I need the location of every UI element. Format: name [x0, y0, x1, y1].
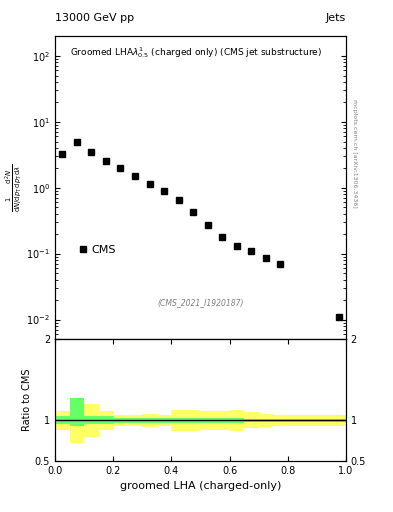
Bar — [230, 410, 244, 431]
Bar — [200, 418, 215, 423]
Bar — [302, 419, 317, 422]
Bar — [70, 398, 84, 443]
Bar — [84, 404, 99, 437]
Legend: CMS: CMS — [75, 241, 119, 258]
Y-axis label: Ratio to CMS: Ratio to CMS — [22, 369, 32, 431]
Text: Groomed LHA$\lambda^{1}_{0.5}$ (charged only) (CMS jet substructure): Groomed LHA$\lambda^{1}_{0.5}$ (charged … — [70, 45, 321, 60]
Bar — [171, 410, 186, 431]
Bar — [331, 415, 346, 426]
Bar — [215, 418, 230, 423]
Bar — [70, 398, 84, 426]
Bar — [157, 415, 171, 426]
Text: 13000 GeV pp: 13000 GeV pp — [55, 13, 134, 23]
Bar — [55, 411, 70, 430]
Bar — [113, 418, 128, 423]
Text: (CMS_2021_I1920187): (CMS_2021_I1920187) — [157, 298, 244, 308]
Bar — [99, 411, 113, 430]
Bar — [142, 414, 157, 427]
Bar — [171, 418, 186, 423]
X-axis label: groomed LHA (charged-only): groomed LHA (charged-only) — [120, 481, 281, 491]
Bar — [84, 416, 99, 423]
Bar — [288, 415, 302, 426]
Bar — [215, 411, 230, 430]
Bar — [302, 415, 317, 426]
Bar — [273, 419, 288, 422]
Bar — [142, 418, 157, 423]
Bar — [317, 415, 331, 426]
Bar — [230, 418, 244, 423]
Text: mcplots.cern.ch [arXiv:1306.3436]: mcplots.cern.ch [arXiv:1306.3436] — [352, 99, 357, 208]
Bar — [259, 414, 273, 427]
Bar — [244, 419, 259, 422]
Bar — [157, 418, 171, 423]
Text: Jets: Jets — [325, 13, 346, 23]
Bar — [200, 411, 215, 430]
Bar — [317, 419, 331, 422]
Bar — [55, 416, 70, 424]
Bar — [244, 412, 259, 429]
Bar — [186, 418, 200, 423]
Bar — [186, 410, 200, 431]
Bar — [99, 416, 113, 423]
Bar — [113, 415, 128, 426]
Bar — [128, 418, 142, 423]
Bar — [331, 419, 346, 422]
Bar — [259, 419, 273, 422]
Bar — [288, 419, 302, 422]
Bar — [128, 415, 142, 426]
Bar — [273, 415, 288, 426]
Y-axis label: $\frac{1}{\mathrm{d}N/\mathrm{d}p_\mathrm{T}} \frac{\mathrm{d}^2 N}{\mathrm{d}p_: $\frac{1}{\mathrm{d}N/\mathrm{d}p_\mathr… — [3, 164, 24, 211]
